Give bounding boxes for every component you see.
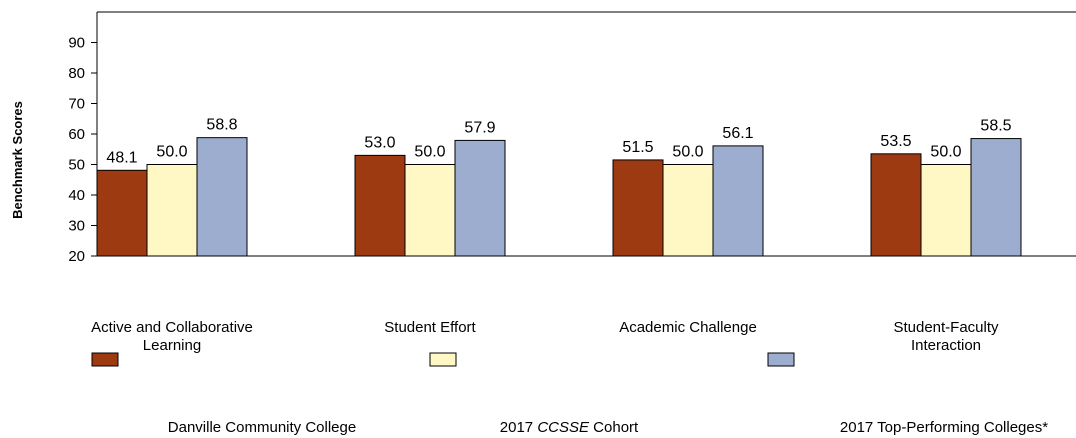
- bar-series-2-cat-2: [712, 145, 764, 257]
- y-tick-label: 50: [68, 157, 85, 174]
- category-label: Student Effort: [384, 319, 476, 336]
- category-label: Student-Faculty: [893, 319, 999, 336]
- bar-series-0-cat-0: [96, 169, 148, 257]
- y-tick-label: 30: [68, 218, 85, 235]
- data-label: 57.9: [464, 119, 495, 136]
- bar-series-2-cat-1: [454, 139, 506, 257]
- data-label: 56.1: [722, 125, 753, 142]
- bar-series-0-cat-3: [870, 153, 922, 257]
- y-tick-label: 70: [68, 96, 85, 113]
- y-tick-label: 90: [68, 35, 85, 52]
- chart-data-labels: 48.153.051.553.555.950.050.050.050.050.0…: [106, 117, 1011, 167]
- data-label: 50.0: [156, 144, 187, 161]
- legend-label-0: Danville Community College: [168, 419, 356, 436]
- y-axis-title: Benchmark Scores: [10, 101, 25, 219]
- data-label: 48.1: [106, 149, 137, 166]
- legend-swatch-0: [91, 352, 119, 367]
- category-label: Learning: [143, 337, 201, 354]
- chart-bars: [96, 137, 1022, 257]
- data-label: 58.5: [980, 118, 1011, 135]
- bar-series-0-cat-1: [354, 154, 406, 257]
- category-label: Academic Challenge: [619, 319, 757, 336]
- y-tick-label: 20: [68, 248, 85, 265]
- bar-series-2-cat-3: [970, 138, 1022, 257]
- legend-label-part: CCSSE: [537, 419, 590, 436]
- legend-label-part: Cohort: [589, 419, 639, 436]
- bar-series-1-cat-2: [662, 164, 714, 257]
- data-label: 58.8: [206, 117, 237, 134]
- legend-swatch-2: [767, 352, 795, 367]
- legend-swatch-1: [429, 352, 457, 367]
- category-label: Interaction: [911, 337, 981, 354]
- data-label: 53.0: [364, 134, 395, 151]
- data-label: 50.0: [414, 144, 445, 161]
- category-label: Active and Collaborative: [91, 319, 253, 336]
- bar-series-1-cat-3: [920, 164, 972, 257]
- bar-series-0-cat-2: [612, 159, 664, 257]
- data-label: 50.0: [930, 144, 961, 161]
- data-label: 50.0: [672, 144, 703, 161]
- y-tick-label: 60: [68, 126, 85, 143]
- bar-series-1-cat-1: [404, 164, 456, 257]
- bar-series-1-cat-0: [146, 164, 198, 257]
- legend-label-1: 2017 CCSSE Cohort: [500, 419, 639, 436]
- bar-series-2-cat-0: [196, 137, 248, 257]
- data-label: 51.5: [622, 139, 653, 156]
- y-tick-label: 80: [68, 65, 85, 82]
- legend-label-part: 2017: [500, 419, 538, 436]
- legend-label-2: 2017 Top-Performing Colleges*: [840, 419, 1048, 436]
- data-label: 53.5: [880, 133, 911, 150]
- chart-axes: 20 30 40 50 60 70 80 90: [68, 11, 1076, 265]
- y-tick-label: 40: [68, 187, 85, 204]
- chart-legend: Danville Community College 2017 CCSSE Coh…: [91, 352, 1048, 436]
